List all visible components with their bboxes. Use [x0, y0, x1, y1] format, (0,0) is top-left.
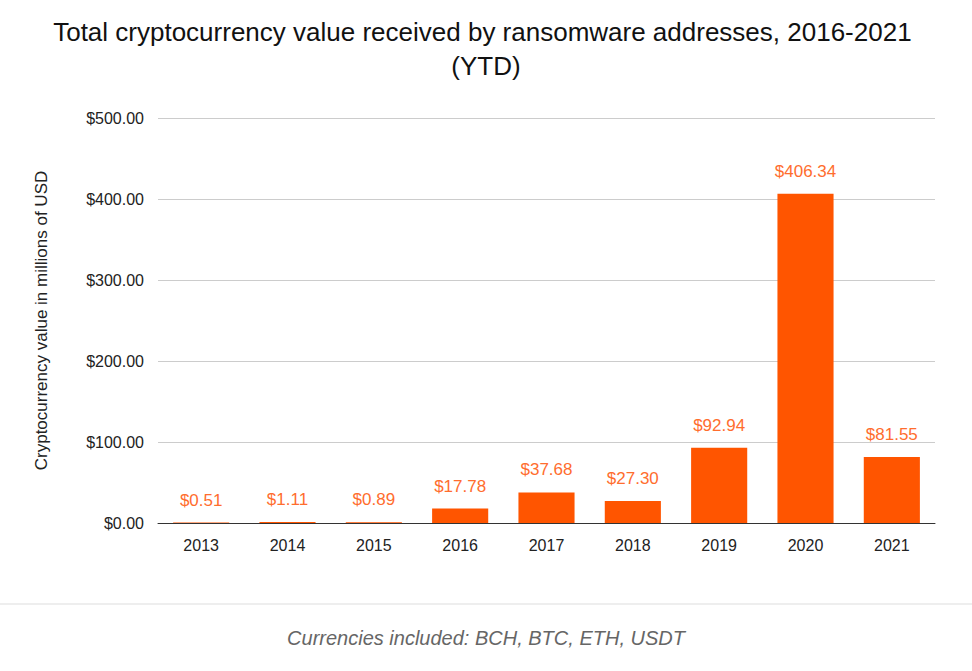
svg-text:Total cryptocurrency value rec: Total cryptocurrency value received by r… — [53, 17, 919, 47]
svg-text:$200.00: $200.00 — [86, 353, 144, 370]
svg-text:Currencies included: BCH, BTC,: Currencies included: BCH, BTC, ETH, USDT — [287, 627, 687, 649]
svg-text:$0.89: $0.89 — [353, 490, 396, 509]
svg-text:2013: 2013 — [183, 537, 219, 554]
svg-text:$100.00: $100.00 — [86, 434, 144, 451]
svg-text:2019: 2019 — [701, 537, 737, 554]
svg-text:2015: 2015 — [356, 537, 392, 554]
svg-text:2021: 2021 — [874, 537, 910, 554]
svg-text:2014: 2014 — [270, 537, 306, 554]
svg-text:$92.94: $92.94 — [693, 416, 745, 435]
svg-text:$17.78: $17.78 — [434, 477, 486, 496]
svg-text:$400.00: $400.00 — [86, 191, 144, 208]
svg-text:(YTD): (YTD) — [451, 51, 520, 81]
svg-text:$406.34: $406.34 — [775, 162, 836, 181]
svg-text:$0.00: $0.00 — [104, 515, 144, 532]
svg-text:Cryptocurrency value in millio: Cryptocurrency value in millions of USD — [32, 171, 51, 471]
svg-text:2020: 2020 — [788, 537, 824, 554]
svg-text:$37.68: $37.68 — [521, 460, 573, 479]
svg-text:$81.55: $81.55 — [866, 425, 918, 444]
svg-text:2018: 2018 — [615, 537, 651, 554]
svg-text:$500.00: $500.00 — [86, 110, 144, 127]
svg-text:$1.11: $1.11 — [267, 490, 308, 509]
svg-text:$300.00: $300.00 — [86, 272, 144, 289]
svg-text:2016: 2016 — [442, 537, 478, 554]
svg-text:$0.51: $0.51 — [180, 491, 223, 510]
svg-text:2017: 2017 — [529, 537, 565, 554]
svg-text:$27.30: $27.30 — [607, 469, 659, 488]
